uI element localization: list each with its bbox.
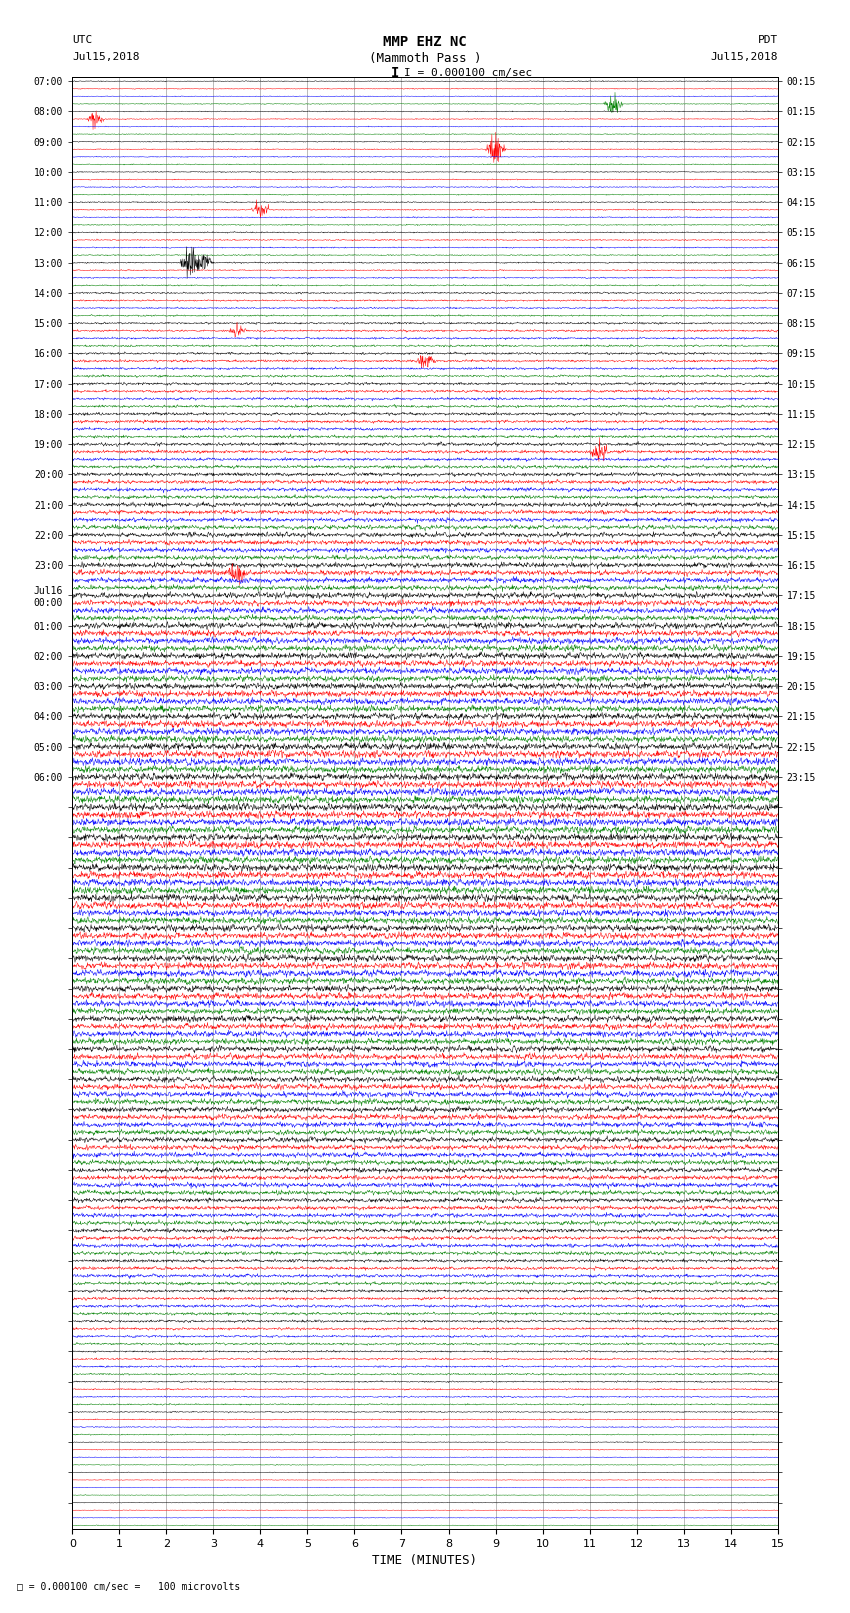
Text: MMP EHZ NC: MMP EHZ NC (383, 35, 467, 50)
Text: (Mammoth Pass ): (Mammoth Pass ) (369, 52, 481, 65)
Text: I: I (391, 66, 399, 81)
Text: UTC: UTC (72, 35, 93, 45)
Text: Jul15,2018: Jul15,2018 (72, 52, 139, 61)
X-axis label: TIME (MINUTES): TIME (MINUTES) (372, 1555, 478, 1568)
Text: I = 0.000100 cm/sec: I = 0.000100 cm/sec (404, 68, 532, 77)
Text: □ = 0.000100 cm/sec =   100 microvolts: □ = 0.000100 cm/sec = 100 microvolts (17, 1582, 241, 1592)
Text: Jul15,2018: Jul15,2018 (711, 52, 778, 61)
Text: PDT: PDT (757, 35, 778, 45)
